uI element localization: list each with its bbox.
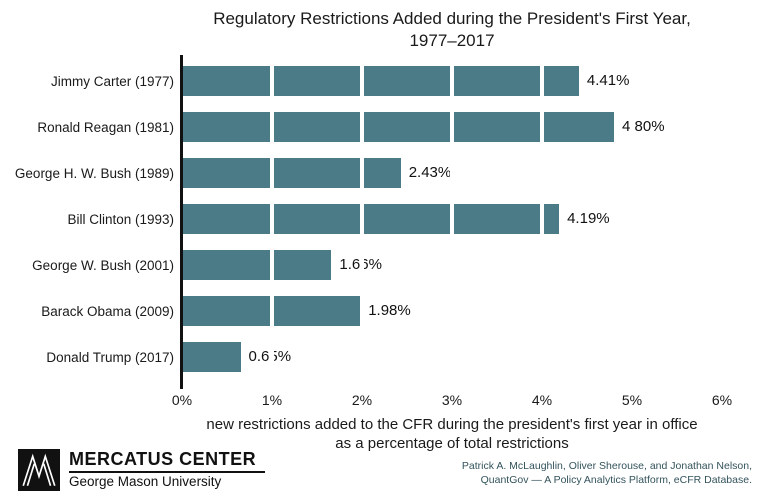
org-subtitle: George Mason University xyxy=(69,474,222,490)
x-tick-label: 5% xyxy=(621,392,643,408)
org-divider xyxy=(69,471,265,474)
value-label: 4.19% xyxy=(567,210,610,227)
chart-row: Donald Trump (2017) 0.65% xyxy=(0,334,768,380)
chart-row: Jimmy Carter (1977) 4.41% xyxy=(0,58,768,104)
category-label: Barack Obama (2009) xyxy=(41,303,174,319)
bar xyxy=(182,112,614,142)
chart-row: Barack Obama (2009) 1.98% xyxy=(0,288,768,334)
bar-track: 2.43% xyxy=(182,158,722,188)
x-axis-ticks: 0% 1% 2% 3% 4% 5% 6% xyxy=(172,392,732,410)
chart-row: Bill Clinton (1993) 4.19% xyxy=(0,196,768,242)
x-tick-label: 0% xyxy=(171,392,193,408)
x-tick-label: 6% xyxy=(711,392,733,408)
bar-track: 4.41% xyxy=(182,66,722,96)
category-label: George W. Bush (2001) xyxy=(32,257,174,273)
chart-rows: Jimmy Carter (1977) 4.41% Ronald Reagan (1… xyxy=(0,58,768,380)
bar xyxy=(182,342,241,372)
category-label: Ronald Reagan (1981) xyxy=(37,119,174,135)
bar xyxy=(182,158,401,188)
attribution: Patrick A. McLaughlin, Oliver Sherouse, … xyxy=(462,459,752,487)
category-label: Donald Trump (2017) xyxy=(46,349,174,365)
bar-track: 0.65% xyxy=(182,342,722,372)
category-label: Bill Clinton (1993) xyxy=(67,211,174,227)
org-name: MERCATUS CENTER xyxy=(69,448,257,469)
x-axis-label-line1: new restrictions added to the CFR during… xyxy=(206,416,698,433)
attribution-line2: QuantGov — A Policy Analytics Platform, … xyxy=(480,474,752,487)
bar xyxy=(182,250,332,280)
org-text: MERCATUS CENTER George Mason University xyxy=(69,448,265,491)
chart-title: Regulatory Restrictions Added during the… xyxy=(150,8,754,52)
x-tick-label: 3% xyxy=(441,392,463,408)
chart-row: Ronald Reagan (1981) 4.80% xyxy=(0,104,768,150)
bar-track: 4.80% xyxy=(182,112,722,142)
bar-track: 1.98% xyxy=(182,296,722,326)
chart-title-line1: Regulatory Restrictions Added during the… xyxy=(213,9,691,28)
category-label: George H. W. Bush (1989) xyxy=(14,165,174,181)
value-label: 4.41% xyxy=(586,72,630,89)
category-label: Jimmy Carter (1977) xyxy=(50,73,174,89)
mercatus-logo-icon xyxy=(18,449,60,491)
footer: MERCATUS CENTER George Mason University … xyxy=(0,449,768,495)
attribution-line1: Patrick A. McLaughlin, Oliver Sherouse, … xyxy=(461,460,752,472)
value-label: 0.65% xyxy=(248,348,292,365)
x-tick-label: 4% xyxy=(531,392,553,408)
value-label: 1.98% xyxy=(368,302,411,319)
bar xyxy=(182,204,560,234)
value-label: 1.66% xyxy=(339,256,382,273)
y-axis-line xyxy=(180,55,183,389)
chart-row: George H. W. Bush (1989) 2.43% xyxy=(0,150,768,196)
value-label: 2.43% xyxy=(408,164,452,181)
chart-title-line2: 1977–2017 xyxy=(409,31,495,51)
x-tick-label: 2% xyxy=(351,392,373,408)
x-axis-label: new restrictions added to the CFR during… xyxy=(120,416,768,454)
chart-row: George W. Bush (2001) 1.66% xyxy=(0,242,768,288)
x-tick-label: 1% xyxy=(261,392,283,408)
bar xyxy=(182,66,579,96)
bar xyxy=(182,296,361,326)
bar-chart: Jimmy Carter (1977) 4.41% Ronald Reagan (1… xyxy=(0,55,768,452)
bar-track: 4.19% xyxy=(182,204,722,234)
mercatus-logo-block: MERCATUS CENTER George Mason University xyxy=(18,449,265,491)
value-label: 4.80% xyxy=(622,118,665,135)
bar-track: 1.66% xyxy=(182,250,722,280)
x-axis-label-line2: as a percentage of total restrictions xyxy=(335,434,569,452)
